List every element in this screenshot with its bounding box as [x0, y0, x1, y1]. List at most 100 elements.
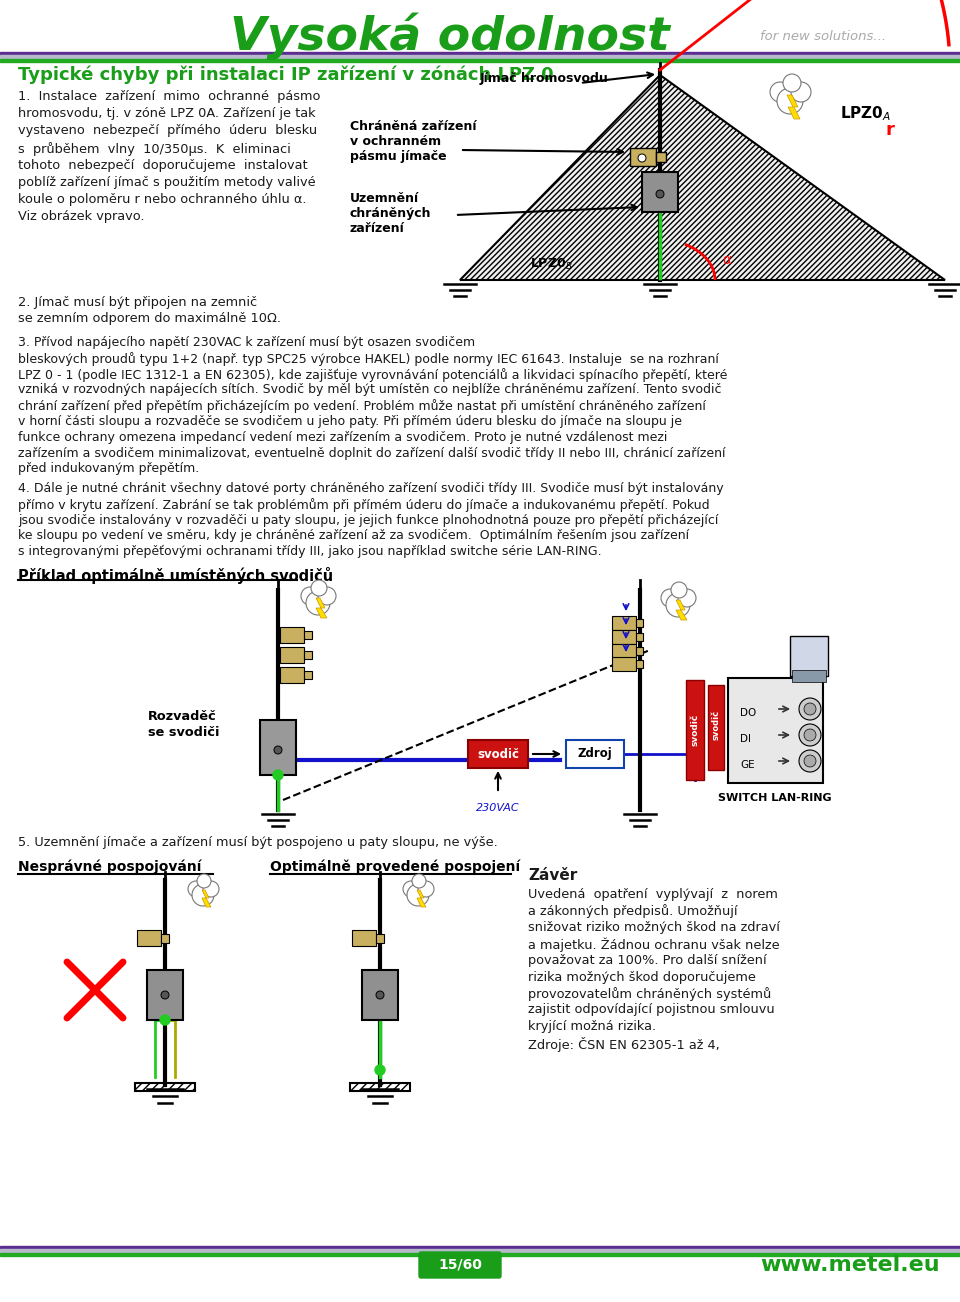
- Bar: [468, 740, 528, 768]
- Circle shape: [375, 1065, 385, 1075]
- Text: Optimálně provedené pospojení: Optimálně provedené pospojení: [270, 861, 520, 875]
- Circle shape: [777, 89, 803, 115]
- Circle shape: [407, 884, 429, 906]
- Bar: [260, 720, 296, 775]
- Text: Jímač hromosvodu: Jímač hromosvodu: [480, 72, 609, 85]
- Text: 4. Dále je nutné chránit všechny datové porty chráněného zařízení svodiči třídy : 4. Dále je nutné chránit všechny datové …: [18, 482, 724, 495]
- Bar: [656, 152, 666, 161]
- Text: Chráněná zařízení: Chráněná zařízení: [350, 120, 476, 133]
- Bar: [728, 678, 823, 783]
- Text: Uvedená  opatření  vyplývají  z  norem: Uvedená opatření vyplývají z norem: [528, 888, 778, 901]
- Bar: [304, 651, 312, 659]
- Circle shape: [376, 991, 384, 999]
- Text: před indukovaným přepětím.: před indukovaným přepětím.: [18, 462, 200, 475]
- Text: LPZ 0 - 1 (podle IEC 1312-1 a EN 62305), kde zajišťuje vyrovnávání potenciálů a : LPZ 0 - 1 (podle IEC 1312-1 a EN 62305),…: [18, 367, 728, 381]
- Text: zařízením a svodičem minimalizovat, eventuelně doplnit do zařízení další svodič : zařízením a svodičem minimalizovat, even…: [18, 447, 726, 460]
- Circle shape: [799, 698, 821, 720]
- Text: jsou svodiče instalovány v rozvaděči u paty sloupu, je jejich funkce plnohodnotn: jsou svodiče instalovány v rozvaděči u p…: [18, 513, 718, 526]
- Text: se svodiči: se svodiči: [148, 727, 220, 740]
- Bar: [280, 628, 304, 643]
- Bar: [304, 631, 312, 639]
- Circle shape: [770, 82, 790, 102]
- Bar: [0, 59, 960, 61]
- Bar: [352, 930, 376, 947]
- Text: chrání zařízení před přepětím přicházejícím po vedení. Problém může nastat při u: chrání zařízení před přepětím přicházejí…: [18, 400, 706, 413]
- Text: r: r: [885, 121, 895, 139]
- Circle shape: [656, 190, 664, 198]
- Text: svodič: svodič: [711, 710, 721, 740]
- Text: zařízení: zařízení: [350, 223, 405, 234]
- Circle shape: [418, 881, 434, 897]
- Bar: [636, 633, 643, 641]
- Text: s  průběhem  vlny  10/350µs.  K  eliminaci: s průběhem vlny 10/350µs. K eliminaci: [18, 142, 291, 155]
- Bar: [280, 667, 304, 684]
- Circle shape: [188, 881, 204, 897]
- Bar: [630, 148, 656, 165]
- Polygon shape: [316, 598, 327, 618]
- Text: svodič: svodič: [690, 713, 700, 746]
- Bar: [636, 618, 643, 628]
- Text: funkce ochrany omezena impedancí vedení mezi zařízením a svodičem. Proto je nutn: funkce ochrany omezena impedancí vedení …: [18, 431, 667, 444]
- Text: vystaveno  nebezpečí  přímého  úderu  blesku: vystaveno nebezpečí přímého úderu blesku: [18, 125, 317, 138]
- Bar: [376, 934, 384, 943]
- Circle shape: [666, 592, 690, 617]
- Circle shape: [804, 755, 816, 767]
- Text: kryjící možná rizika.: kryjící možná rizika.: [528, 1019, 656, 1032]
- Text: považovat za 100%. Pro další snížení: považovat za 100%. Pro další snížení: [528, 954, 767, 967]
- Circle shape: [306, 591, 330, 615]
- Text: provozovatelům chráněných systémů: provozovatelům chráněných systémů: [528, 987, 771, 1001]
- Text: 5. Uzemnění jímače a zařízení musí být pospojeno u paty sloupu, ne výše.: 5. Uzemnění jímače a zařízení musí být p…: [18, 836, 497, 849]
- Text: α: α: [722, 253, 732, 267]
- Text: Příklad optimálně umístěných svodičů: Příklad optimálně umístěných svodičů: [18, 566, 333, 585]
- Text: a zákonných předpisů. Umožňují: a zákonných předpisů. Umožňují: [528, 905, 737, 918]
- Text: DO: DO: [740, 708, 756, 717]
- Text: 2. Jímač musí být připojen na zemnič: 2. Jímač musí být připojen na zemnič: [18, 296, 257, 309]
- Text: rizika možných škod doporučujeme: rizika možných škod doporučujeme: [528, 970, 756, 983]
- Text: ke sloupu po vedení ve směru, kdy je chráněné zařízení až za svodičem.  Optimáln: ke sloupu po vedení ve směru, kdy je chr…: [18, 530, 689, 543]
- Text: Typické chyby při instalaci IP zařízení v zónách LPZ 0: Typické chyby při instalaci IP zařízení …: [18, 65, 554, 85]
- Polygon shape: [676, 600, 687, 620]
- Text: pásmu jímače: pásmu jímače: [350, 150, 446, 163]
- FancyBboxPatch shape: [419, 1253, 501, 1279]
- Circle shape: [403, 881, 419, 897]
- Text: vzniká v rozvodných napájecích sítích. Svodič by měl být umístěn co nejblíže chr: vzniká v rozvodných napájecích sítích. S…: [18, 383, 722, 396]
- Text: Zdroje: ČSN EN 62305-1 až 4,: Zdroje: ČSN EN 62305-1 až 4,: [528, 1036, 720, 1052]
- Circle shape: [197, 874, 211, 888]
- Circle shape: [192, 884, 214, 906]
- Bar: [686, 680, 704, 780]
- Circle shape: [799, 724, 821, 746]
- Bar: [147, 970, 183, 1019]
- Circle shape: [203, 881, 219, 897]
- Circle shape: [161, 991, 169, 999]
- Bar: [362, 970, 398, 1019]
- Text: Uzemnění: Uzemnění: [350, 191, 420, 204]
- Circle shape: [678, 589, 696, 607]
- Text: svodič: svodič: [477, 747, 519, 760]
- Polygon shape: [460, 76, 945, 280]
- Bar: [636, 647, 643, 655]
- Text: s integrovanými přepěťovými ochranami třídy III, jako jsou například switche sér: s integrovanými přepěťovými ochranami tř…: [18, 546, 602, 559]
- Text: Vysoká odolnost: Vysoká odolnost: [230, 12, 670, 60]
- Text: a majetku. Žádnou ochranu však nelze: a majetku. Žádnou ochranu však nelze: [528, 937, 780, 952]
- Text: for new solutions...: for new solutions...: [760, 30, 886, 43]
- Circle shape: [661, 589, 679, 607]
- Circle shape: [804, 703, 816, 715]
- Text: 1.  Instalace  zařízení  mimo  ochranné  pásmo: 1. Instalace zařízení mimo ochranné pásm…: [18, 90, 321, 103]
- Bar: [790, 635, 828, 676]
- Circle shape: [804, 729, 816, 741]
- Text: Rozvaděč: Rozvaděč: [148, 710, 217, 723]
- Text: Viz obrázek vpravo.: Viz obrázek vpravo.: [18, 211, 145, 224]
- Text: DI: DI: [740, 734, 751, 743]
- Circle shape: [799, 750, 821, 772]
- Bar: [0, 1246, 960, 1249]
- Text: 230VAC: 230VAC: [476, 803, 519, 812]
- Circle shape: [412, 874, 426, 888]
- Bar: [304, 671, 312, 680]
- Bar: [350, 1083, 410, 1091]
- Text: hromosvodu, tj. v zóně LPZ 0A. Zařízení je tak: hromosvodu, tj. v zóně LPZ 0A. Zařízení …: [18, 107, 316, 120]
- Text: zajistit odpovídající pojistnou smlouvu: zajistit odpovídající pojistnou smlouvu: [528, 1004, 775, 1017]
- Text: snižovat riziko možných škod na zdraví: snižovat riziko možných škod na zdraví: [528, 921, 780, 934]
- Circle shape: [318, 587, 336, 605]
- Text: Nesprávné pospojování: Nesprávné pospojování: [18, 861, 202, 875]
- Bar: [612, 658, 636, 671]
